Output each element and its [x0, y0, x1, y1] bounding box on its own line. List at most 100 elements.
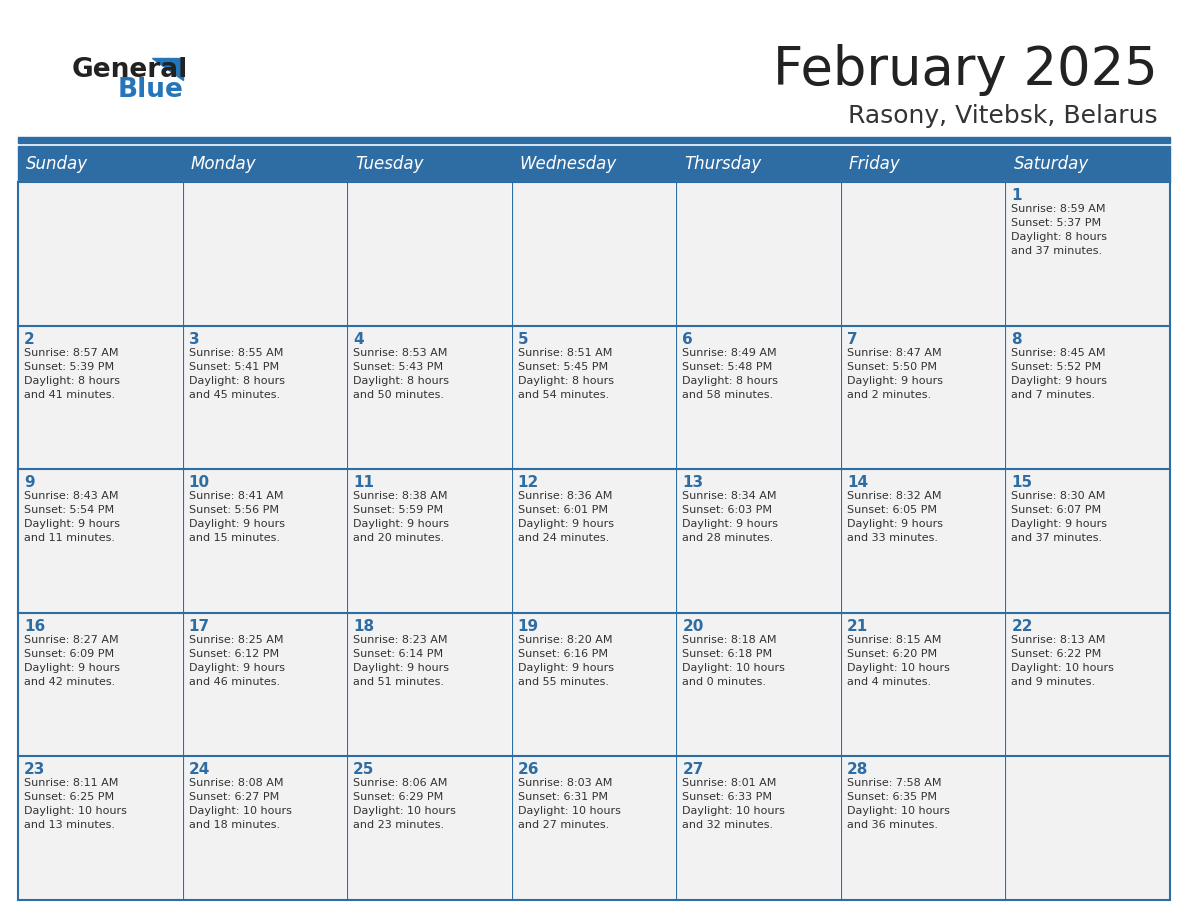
Text: Sunset: 6:05 PM: Sunset: 6:05 PM [847, 505, 937, 515]
Bar [18, 613, 183, 756]
Text: Daylight: 10 hours: Daylight: 10 hours [518, 806, 620, 816]
Bar [841, 613, 1005, 756]
Text: 13: 13 [682, 476, 703, 490]
Text: Daylight: 10 hours: Daylight: 10 hours [847, 663, 949, 673]
Text: Sunrise: 8:43 AM: Sunrise: 8:43 AM [24, 491, 119, 501]
Text: 10: 10 [189, 476, 210, 490]
Text: Daylight: 9 hours: Daylight: 9 hours [1011, 520, 1107, 529]
Text: Daylight: 9 hours: Daylight: 9 hours [518, 520, 614, 529]
Text: 7: 7 [847, 331, 858, 347]
Text: and 58 minutes.: and 58 minutes. [682, 389, 773, 399]
Text: Sunset: 5:37 PM: Sunset: 5:37 PM [1011, 218, 1101, 228]
Bar [841, 469, 1005, 613]
Text: 5: 5 [518, 331, 529, 347]
Text: Sunrise: 8:32 AM: Sunrise: 8:32 AM [847, 491, 941, 501]
Text: 24: 24 [189, 763, 210, 778]
Text: and 51 minutes.: and 51 minutes. [353, 677, 444, 687]
Text: Daylight: 10 hours: Daylight: 10 hours [353, 806, 456, 816]
Text: 2: 2 [24, 331, 34, 347]
Bar [18, 182, 183, 326]
Text: and 2 minutes.: and 2 minutes. [847, 389, 931, 399]
Text: Sunset: 5:45 PM: Sunset: 5:45 PM [518, 362, 608, 372]
Text: Daylight: 8 hours: Daylight: 8 hours [682, 375, 778, 386]
Text: and 24 minutes.: and 24 minutes. [518, 533, 609, 543]
Text: and 18 minutes.: and 18 minutes. [189, 821, 279, 831]
Text: 14: 14 [847, 476, 868, 490]
Text: Thursday: Thursday [684, 155, 762, 173]
Text: 1: 1 [1011, 188, 1022, 203]
Text: Daylight: 10 hours: Daylight: 10 hours [189, 806, 291, 816]
Text: 8: 8 [1011, 331, 1022, 347]
Text: Daylight: 9 hours: Daylight: 9 hours [353, 520, 449, 529]
Polygon shape [152, 58, 183, 80]
Text: and 33 minutes.: and 33 minutes. [847, 533, 937, 543]
Text: Daylight: 8 hours: Daylight: 8 hours [24, 375, 120, 386]
Text: 3: 3 [189, 331, 200, 347]
Text: Sunset: 6:31 PM: Sunset: 6:31 PM [518, 792, 608, 802]
Bar [18, 756, 183, 900]
Bar [347, 182, 512, 326]
Text: Daylight: 9 hours: Daylight: 9 hours [682, 520, 778, 529]
Text: Sunrise: 8:53 AM: Sunrise: 8:53 AM [353, 348, 448, 358]
Text: Sunset: 6:35 PM: Sunset: 6:35 PM [847, 792, 937, 802]
Text: Sunrise: 8:41 AM: Sunrise: 8:41 AM [189, 491, 283, 501]
Text: Sunset: 5:50 PM: Sunset: 5:50 PM [847, 362, 937, 372]
Text: 27: 27 [682, 763, 703, 778]
Text: Daylight: 10 hours: Daylight: 10 hours [1011, 663, 1114, 673]
Text: and 23 minutes.: and 23 minutes. [353, 821, 444, 831]
Text: Sunday: Sunday [26, 155, 88, 173]
Text: Sunrise: 8:55 AM: Sunrise: 8:55 AM [189, 348, 283, 358]
Text: General: General [72, 57, 188, 83]
Bar [1005, 613, 1170, 756]
Text: Sunset: 6:18 PM: Sunset: 6:18 PM [682, 649, 772, 659]
Text: Sunset: 6:29 PM: Sunset: 6:29 PM [353, 792, 443, 802]
Text: Sunrise: 8:15 AM: Sunrise: 8:15 AM [847, 635, 941, 644]
Text: Sunrise: 8:27 AM: Sunrise: 8:27 AM [24, 635, 119, 644]
Text: and 46 minutes.: and 46 minutes. [189, 677, 279, 687]
Text: Daylight: 8 hours: Daylight: 8 hours [189, 375, 285, 386]
Text: Sunset: 6:14 PM: Sunset: 6:14 PM [353, 649, 443, 659]
Text: Sunrise: 8:47 AM: Sunrise: 8:47 AM [847, 348, 941, 358]
Text: Monday: Monday [190, 155, 257, 173]
Bar [1005, 756, 1170, 900]
Text: Blue: Blue [118, 77, 184, 103]
Bar [841, 182, 1005, 326]
Text: 12: 12 [518, 476, 539, 490]
Bar [347, 469, 512, 613]
Bar [183, 756, 347, 900]
Text: Sunset: 6:22 PM: Sunset: 6:22 PM [1011, 649, 1101, 659]
Text: Sunrise: 8:08 AM: Sunrise: 8:08 AM [189, 778, 283, 789]
Bar [841, 326, 1005, 469]
Bar [18, 146, 1170, 182]
Bar [347, 756, 512, 900]
Text: and 50 minutes.: and 50 minutes. [353, 389, 444, 399]
Text: and 27 minutes.: and 27 minutes. [518, 821, 609, 831]
Text: Daylight: 9 hours: Daylight: 9 hours [24, 520, 120, 529]
Text: 15: 15 [1011, 476, 1032, 490]
Bar [183, 326, 347, 469]
Text: Daylight: 9 hours: Daylight: 9 hours [353, 663, 449, 673]
Text: 26: 26 [518, 763, 539, 778]
Text: Daylight: 8 hours: Daylight: 8 hours [518, 375, 614, 386]
Text: and 37 minutes.: and 37 minutes. [1011, 533, 1102, 543]
Bar [183, 469, 347, 613]
Text: and 42 minutes.: and 42 minutes. [24, 677, 115, 687]
Bar [512, 756, 676, 900]
Bar [512, 469, 676, 613]
Text: Sunrise: 8:49 AM: Sunrise: 8:49 AM [682, 348, 777, 358]
Bar [676, 756, 841, 900]
Text: 16: 16 [24, 619, 45, 633]
Text: Sunrise: 8:20 AM: Sunrise: 8:20 AM [518, 635, 612, 644]
Text: Daylight: 8 hours: Daylight: 8 hours [1011, 232, 1107, 242]
Text: Sunset: 5:56 PM: Sunset: 5:56 PM [189, 505, 278, 515]
Bar [1005, 469, 1170, 613]
Text: Sunrise: 7:58 AM: Sunrise: 7:58 AM [847, 778, 941, 789]
Text: Sunset: 6:16 PM: Sunset: 6:16 PM [518, 649, 608, 659]
Text: Sunset: 6:20 PM: Sunset: 6:20 PM [847, 649, 937, 659]
Text: Sunrise: 8:30 AM: Sunrise: 8:30 AM [1011, 491, 1106, 501]
Text: 19: 19 [518, 619, 539, 633]
Text: Friday: Friday [849, 155, 901, 173]
Text: and 41 minutes.: and 41 minutes. [24, 389, 115, 399]
Bar [18, 137, 1170, 143]
Text: and 54 minutes.: and 54 minutes. [518, 389, 608, 399]
